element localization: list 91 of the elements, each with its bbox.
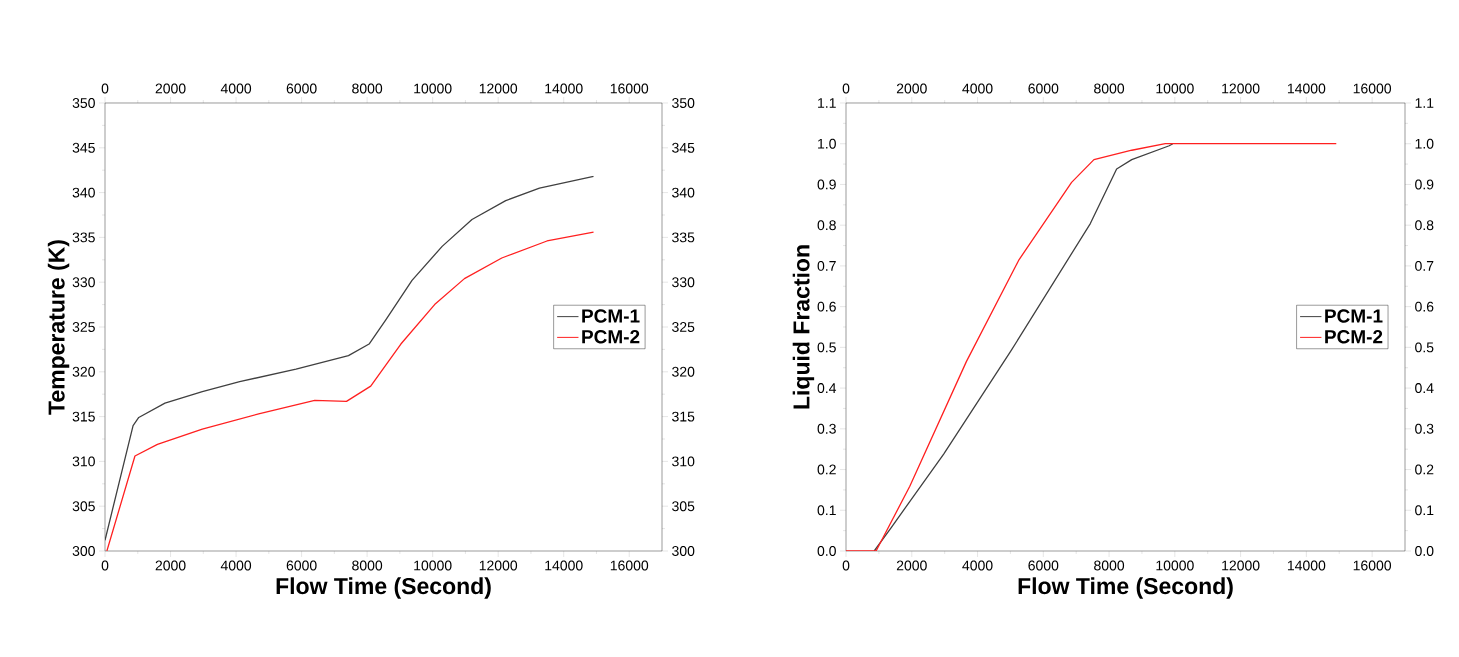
- y2-tick-label: 0.4: [1415, 383, 1434, 394]
- y2-tick-label: 1.1: [1415, 98, 1434, 108]
- x-tick-label: 0: [842, 560, 850, 571]
- y2-tick-label: 0.9: [1415, 179, 1434, 190]
- legend-label: PCM-2: [582, 330, 640, 344]
- y2-tick-label: 330: [672, 277, 695, 288]
- x-tick-label: 2000: [155, 560, 186, 571]
- x2-tick-label: 0: [101, 83, 109, 94]
- x-tick-label: 6000: [1028, 560, 1059, 571]
- x2-tick-label: 4000: [220, 83, 252, 94]
- x-axis-title: Flow Time (Second): [276, 577, 491, 599]
- legend-label: PCM-2: [1325, 330, 1383, 344]
- y2-tick-label: 325: [672, 322, 695, 332]
- x2-tick-label: 14000: [1287, 83, 1326, 94]
- x-tick-label: 16000: [1353, 560, 1392, 571]
- x2-tick-label: 10000: [1156, 83, 1194, 94]
- x2-tick-label: 8000: [352, 83, 383, 94]
- y2-tick-label: 0.8: [1415, 220, 1434, 231]
- x2-tick-label: 14000: [545, 83, 583, 94]
- y-tick-label: 345: [72, 142, 95, 153]
- x2-tick-label: 16000: [610, 83, 649, 94]
- y2-tick-label: 0.2: [1415, 464, 1434, 475]
- x-tick-label: 10000: [1156, 560, 1194, 571]
- y-tick-label: 0.9: [817, 179, 836, 190]
- y2-tick-label: 345: [672, 142, 695, 153]
- y2-tick-label: 340: [672, 187, 695, 198]
- y-tick-label: 320: [72, 366, 95, 377]
- x-tick-label: 14000: [545, 560, 583, 571]
- x-tick-label: 12000: [1222, 560, 1260, 571]
- x-tick-label: 2000: [896, 560, 927, 571]
- y2-tick-label: 0.5: [1415, 342, 1434, 353]
- x-tick-label: 16000: [610, 560, 649, 571]
- x-tick-label: 12000: [479, 560, 518, 571]
- x-tick-label: 6000: [286, 560, 317, 571]
- x2-tick-label: 2000: [896, 83, 927, 94]
- x2-tick-label: 12000: [479, 83, 518, 94]
- y2-tick-label: 0.0: [1415, 546, 1434, 556]
- y-tick-label: 1.1: [818, 98, 836, 108]
- y2-tick-label: 0.6: [1415, 301, 1434, 312]
- x2-tick-label: 0: [842, 83, 850, 94]
- y-tick-label: 330: [72, 277, 95, 288]
- legend-label: PCM-1: [1325, 309, 1383, 323]
- y-tick-label: 350: [72, 98, 95, 108]
- y-tick-label: 335: [72, 232, 95, 243]
- x-tick-label: 4000: [962, 560, 993, 571]
- y2-tick-label: 315: [672, 411, 695, 422]
- y2-tick-label: 0.1: [1415, 505, 1434, 516]
- y-tick-label: 0.3: [817, 423, 836, 434]
- x-tick-label: 10000: [414, 560, 452, 571]
- line-series: [873, 143, 1174, 551]
- y-tick-label: 0.0: [817, 546, 836, 556]
- x2-tick-label: 8000: [1094, 83, 1125, 94]
- x-tick-label: 8000: [352, 560, 383, 571]
- y2-tick-label: 0.3: [1415, 423, 1434, 434]
- y-tick-label: 325: [72, 322, 95, 332]
- y-axis-title: Temperature (K): [47, 240, 70, 415]
- x-tick-label: 14000: [1287, 560, 1326, 571]
- y-axis-title: Liquid Fraction: [792, 245, 815, 409]
- y2-tick-label: 305: [672, 501, 695, 512]
- x-tick-label: 0: [101, 560, 109, 571]
- y-tick-label: 0.4: [817, 383, 837, 394]
- x2-tick-label: 16000: [1353, 83, 1392, 94]
- x-tick-label: 4000: [220, 560, 252, 571]
- y2-tick-label: 1.0: [1415, 138, 1434, 149]
- y-tick-label: 315: [72, 411, 95, 422]
- y-tick-label: 0.6: [817, 301, 836, 312]
- y-tick-label: 300: [72, 546, 95, 556]
- y-tick-label: 0.5: [817, 342, 836, 353]
- x2-tick-label: 12000: [1222, 83, 1260, 94]
- y-tick-label: 0.7: [817, 260, 836, 271]
- x2-tick-label: 2000: [155, 83, 186, 94]
- y2-tick-label: 0.7: [1415, 260, 1434, 271]
- x2-tick-label: 6000: [1028, 83, 1059, 94]
- y2-tick-label: 300: [672, 546, 695, 556]
- y2-tick-label: 310: [672, 456, 695, 467]
- y-tick-label: 1.0: [818, 138, 836, 149]
- x-tick-label: 8000: [1094, 560, 1125, 571]
- x2-tick-label: 10000: [414, 83, 452, 94]
- x2-tick-label: 4000: [962, 83, 993, 94]
- y-tick-label: 305: [72, 501, 95, 512]
- y-tick-label: 0.8: [817, 220, 836, 231]
- x2-tick-label: 6000: [286, 83, 317, 94]
- y-tick-label: 310: [72, 456, 95, 467]
- y2-tick-label: 335: [672, 232, 695, 243]
- x-axis-title: Flow Time (Second): [1018, 577, 1233, 599]
- legend-label: PCM-1: [582, 309, 640, 323]
- y-tick-label: 0.1: [817, 505, 836, 516]
- y2-tick-label: 350: [672, 98, 695, 108]
- y2-tick-label: 320: [672, 366, 695, 377]
- y-tick-label: 340: [72, 187, 95, 198]
- y-tick-label: 0.2: [817, 464, 836, 475]
